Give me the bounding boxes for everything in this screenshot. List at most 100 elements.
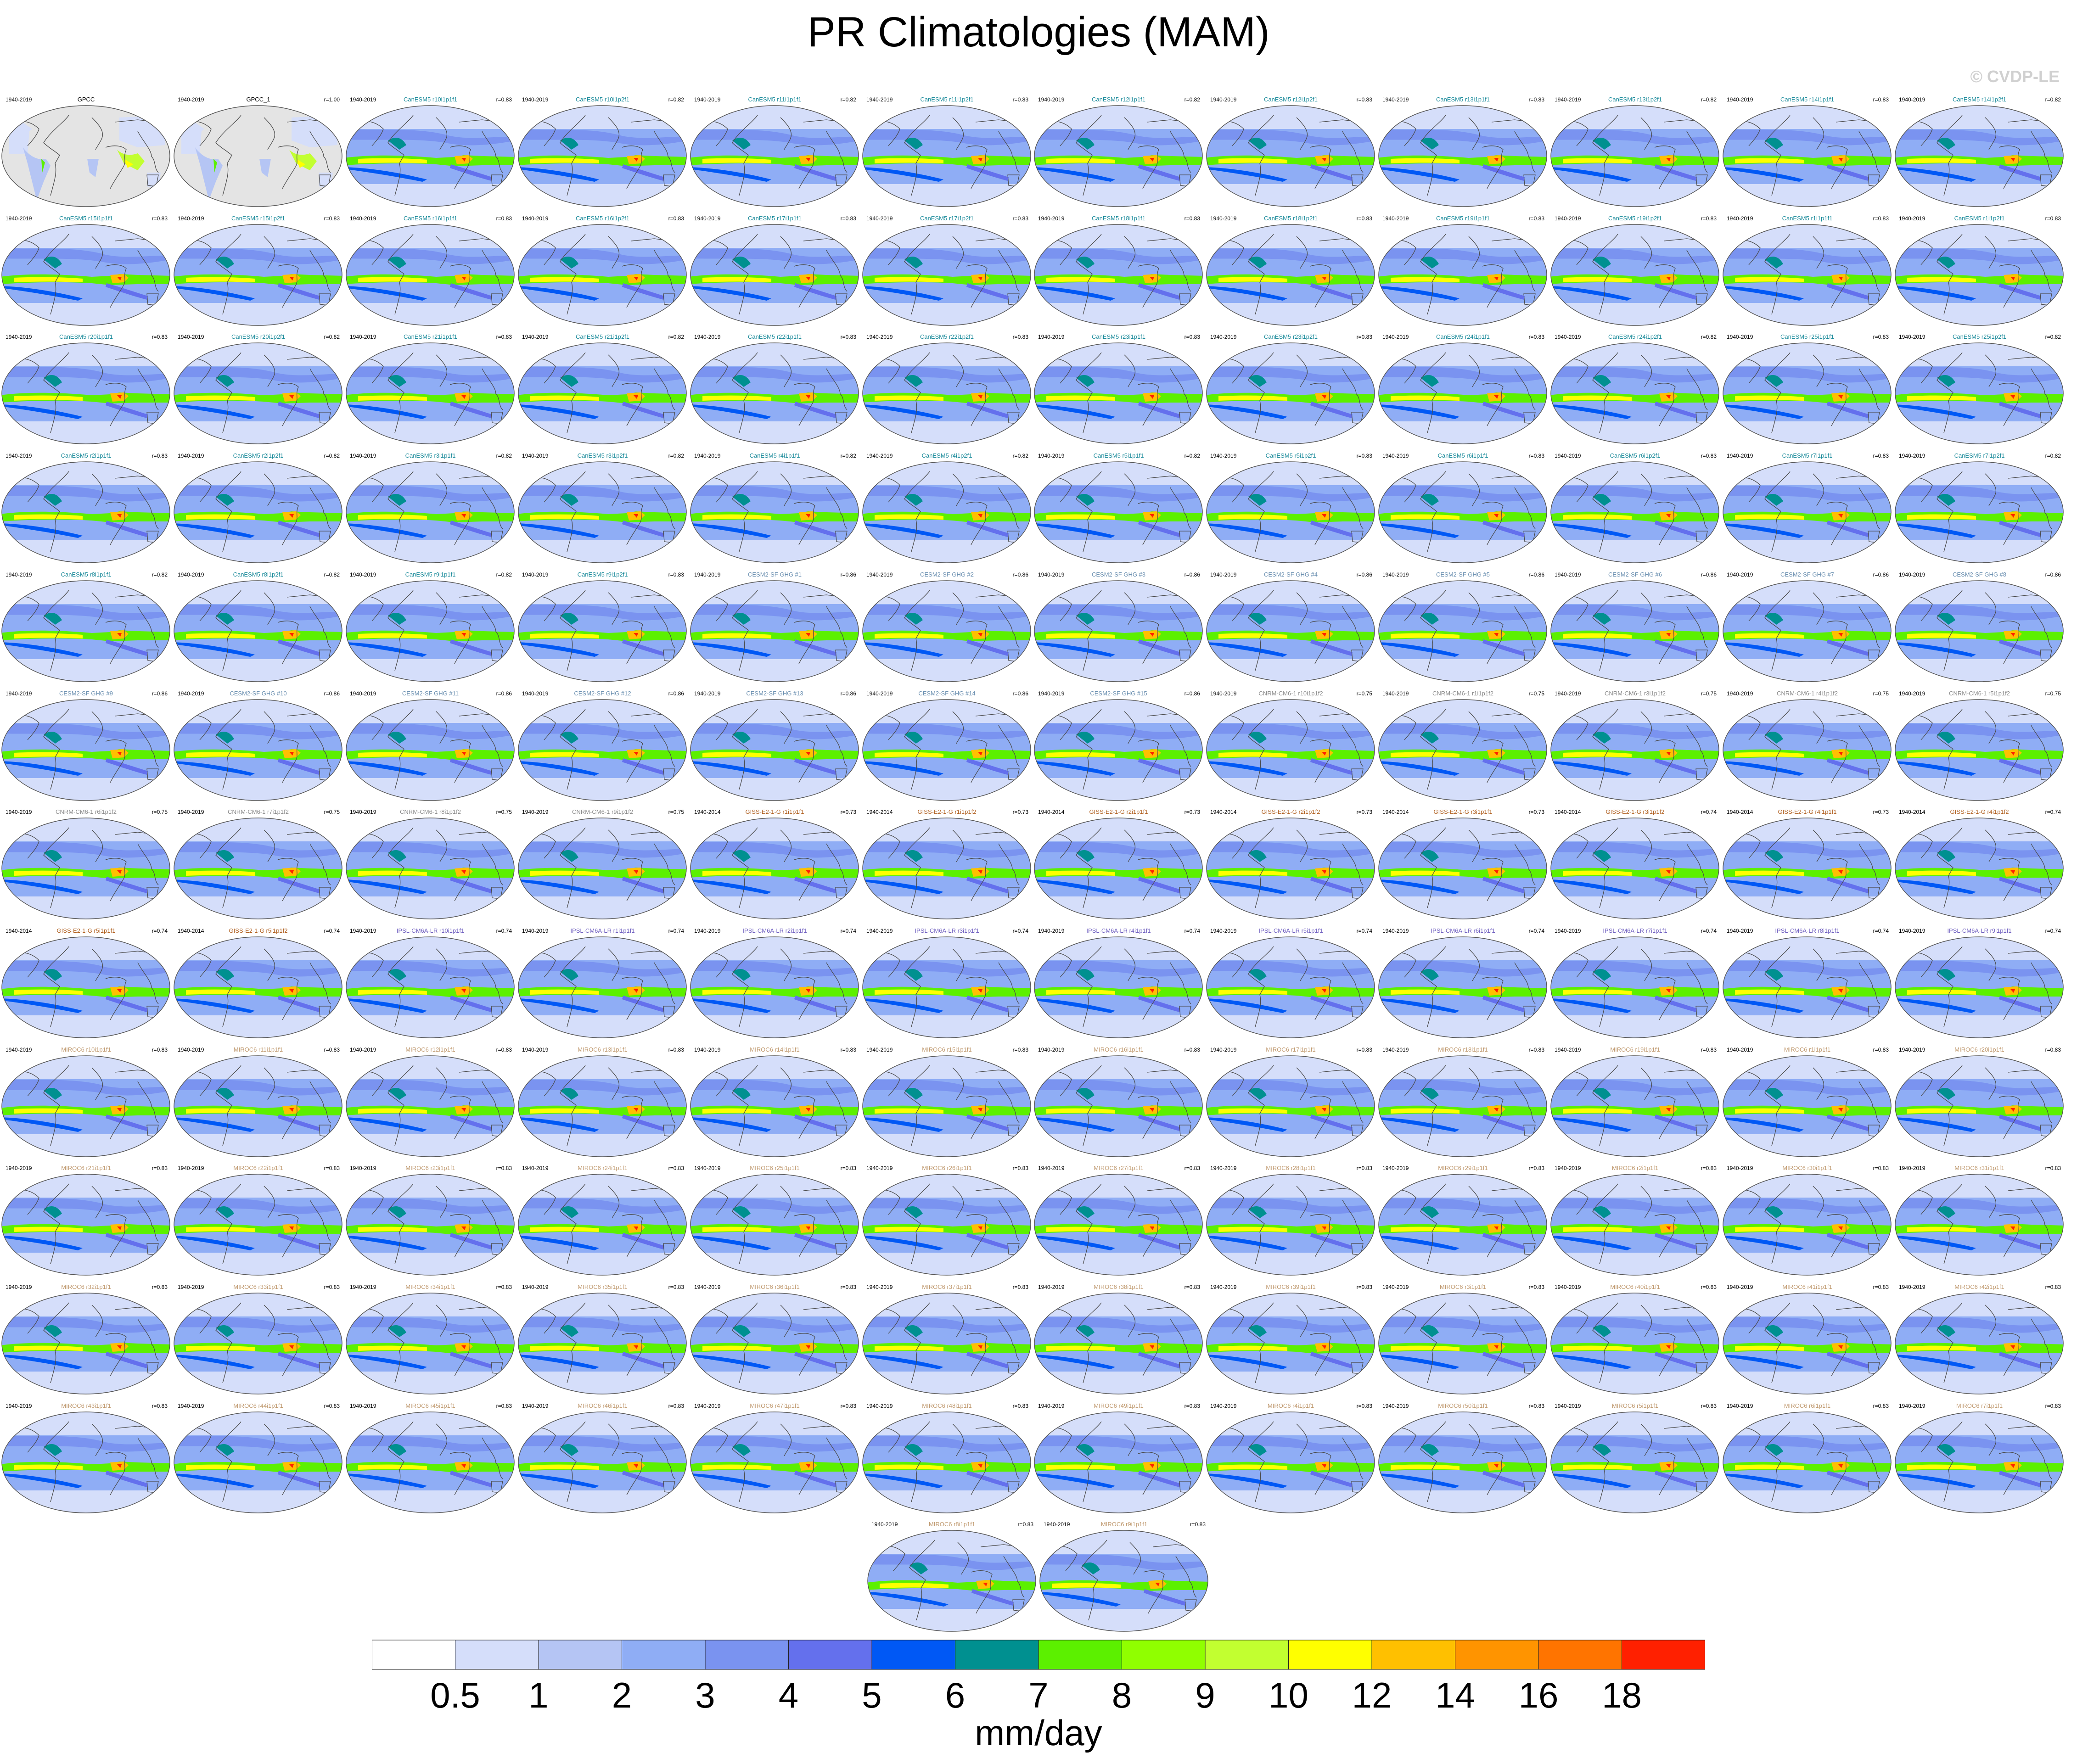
panel-period: 1940-2019 <box>350 96 376 103</box>
colorbar <box>372 1640 1705 1670</box>
panel-title: CanESM5 r2i1p1f1 <box>61 452 112 459</box>
panel-period: 1940-2019 <box>1038 334 1065 340</box>
map-panel: CanESM5 r4i1p1f1 1940-2019 r=0.82 <box>689 453 861 567</box>
panel-period: 1940-2019 <box>522 690 549 697</box>
panel-correlation: r=0.83 <box>324 1403 340 1409</box>
panel-correlation: r=0.74 <box>1701 809 1717 815</box>
panel-correlation: r=0.83 <box>2045 215 2061 222</box>
panel-title: IPSL-CM6A-LR r10i1p1f1 <box>396 927 465 934</box>
global-map <box>346 699 515 801</box>
map-panel: CESM2-SF GHG #4 1940-2019 r=0.86 <box>1205 571 1377 686</box>
global-map <box>690 224 859 326</box>
global-map <box>862 1055 1031 1157</box>
panel-period: 1940-2019 <box>522 215 549 222</box>
map-panel: CanESM5 r1i1p2f1 1940-2019 r=0.83 <box>1893 215 2066 330</box>
map-panel: CanESM5 r1i1p1f1 1940-2019 r=0.83 <box>1721 215 1893 330</box>
panel-correlation: r=0.86 <box>1873 571 1889 578</box>
panel-period: 1940-2019 <box>866 96 893 103</box>
colorbar-box <box>1455 1640 1539 1670</box>
panel-title: GISS-E2-1-G r2i1p1f2 <box>1261 808 1320 815</box>
panel-period: 1940-2019 <box>6 96 32 103</box>
panel-period: 1940-2019 <box>1555 96 1581 103</box>
panel-title: MIROC6 r29i1p1f1 <box>1438 1165 1488 1171</box>
panel-title: CanESM5 r8i1p2f1 <box>233 571 284 578</box>
map-panel: CanESM5 r11i1p2f1 1940-2019 r=0.83 <box>861 96 1033 211</box>
panel-correlation: r=0.83 <box>1873 453 1889 459</box>
panel-period: 1940-2019 <box>1210 690 1237 697</box>
colorbar-box <box>955 1640 1039 1670</box>
panel-title: CanESM5 r11i1p2f1 <box>920 96 974 103</box>
map-panel: MIROC6 r17i1p1f1 1940-2019 r=0.83 <box>1205 1047 1377 1161</box>
panel-correlation: r=0.74 <box>1012 928 1028 934</box>
colorbar-box <box>372 1640 455 1670</box>
panel-period: 1940-2019 <box>178 1403 204 1409</box>
map-panel: CESM2-SF GHG #8 1940-2019 r=0.86 <box>1893 571 2066 686</box>
global-map <box>690 818 859 919</box>
map-panel: CNRM-CM6-1 r9i1p1f2 1940-2019 r=0.75 <box>516 809 689 924</box>
panel-period: 1940-2019 <box>1727 1284 1753 1290</box>
global-map <box>518 699 687 801</box>
global-map <box>1895 1293 2064 1394</box>
global-map <box>518 461 687 563</box>
panel-title: GPCC_1 <box>246 96 270 103</box>
panel-period: 1940-2019 <box>694 1165 721 1171</box>
map-panel: IPSL-CM6A-LR r5i1p1f1 1940-2019 r=0.74 <box>1205 928 1377 1042</box>
panel-period: 1940-2019 <box>1038 1403 1065 1409</box>
panel-period: 1940-2019 <box>1038 690 1065 697</box>
global-map <box>174 461 342 563</box>
panel-title: CanESM5 r21i1p1f1 <box>403 333 458 340</box>
panel-period: 1940-2019 <box>522 453 549 459</box>
panel-correlation: r=0.83 <box>840 215 856 222</box>
panel-correlation: r=0.74 <box>2045 809 2061 815</box>
panel-title: CanESM5 r14i1p1f1 <box>1780 96 1835 103</box>
panel-title: MIROC6 r50i1p1f1 <box>1438 1402 1488 1409</box>
global-map <box>690 1293 859 1394</box>
global-map <box>1 936 170 1038</box>
panel-correlation: r=0.75 <box>1356 690 1372 697</box>
panel-period: 1940-2019 <box>1210 215 1237 222</box>
panel-correlation: r=0.74 <box>1528 928 1544 934</box>
panel-period: 1940-2019 <box>178 1284 204 1290</box>
global-map <box>1 461 170 563</box>
colorbar-tick-label: 2 <box>612 1675 632 1715</box>
panel-period: 1940-2019 <box>1727 1047 1753 1053</box>
panel-correlation: r=0.82 <box>1184 96 1200 103</box>
global-map <box>1895 580 2064 682</box>
panel-correlation: r=0.83 <box>1528 96 1544 103</box>
panel-correlation: r=0.86 <box>1184 690 1200 697</box>
map-panel: CanESM5 r16i1p1f1 1940-2019 r=0.83 <box>344 215 516 330</box>
global-map <box>690 342 859 444</box>
panel-title: CanESM5 r10i1p1f1 <box>403 96 458 103</box>
map-panel: MIROC6 r18i1p1f1 1940-2019 r=0.83 <box>1377 1047 1549 1161</box>
map-panel: MIROC6 r28i1p1f1 1940-2019 r=0.83 <box>1205 1165 1377 1280</box>
global-map <box>1206 342 1375 444</box>
panel-period: 1940-2019 <box>522 96 549 103</box>
panel-correlation: r=0.83 <box>496 1403 512 1409</box>
panel-title: CanESM5 r2i1p2f1 <box>233 452 284 459</box>
panel-title: MIROC6 r19i1p1f1 <box>1610 1046 1660 1053</box>
panel-title: GISS-E2-1-G r2i1p1f1 <box>1089 808 1148 815</box>
map-panel: CanESM5 r14i1p1f1 1940-2019 r=0.83 <box>1721 96 1893 211</box>
panel-period: 1940-2019 <box>350 1165 376 1171</box>
panel-correlation: r=0.83 <box>152 215 168 222</box>
panel-correlation: r=0.83 <box>1873 1284 1889 1290</box>
panel-period: 1940-2019 <box>866 1165 893 1171</box>
global-map <box>690 461 859 563</box>
panel-period: 1940-2019 <box>178 690 204 697</box>
panel-correlation: r=0.83 <box>1873 1165 1889 1171</box>
panel-correlation: r=0.82 <box>1184 453 1200 459</box>
global-map <box>518 1293 687 1394</box>
panel-period: 1940-2019 <box>1382 1284 1409 1290</box>
map-panel: MIROC6 r41i1p1f1 1940-2019 r=0.83 <box>1721 1284 1893 1399</box>
panel-title: CanESM5 r23i1p1f1 <box>1091 333 1146 340</box>
panel-period: 1940-2019 <box>871 1521 898 1528</box>
panel-correlation: r=0.75 <box>2045 690 2061 697</box>
panel-period: 1940-2014 <box>1727 809 1753 815</box>
panel-title: CESM2-SF GHG #12 <box>574 690 631 697</box>
panel-title: MIROC6 r12i1p1f1 <box>405 1046 455 1053</box>
panel-period: 1940-2019 <box>694 215 721 222</box>
global-map <box>1723 818 1892 919</box>
global-map <box>1206 1411 1375 1513</box>
global-map <box>1 1055 170 1157</box>
colorbar-units: mm/day <box>975 1713 1102 1753</box>
